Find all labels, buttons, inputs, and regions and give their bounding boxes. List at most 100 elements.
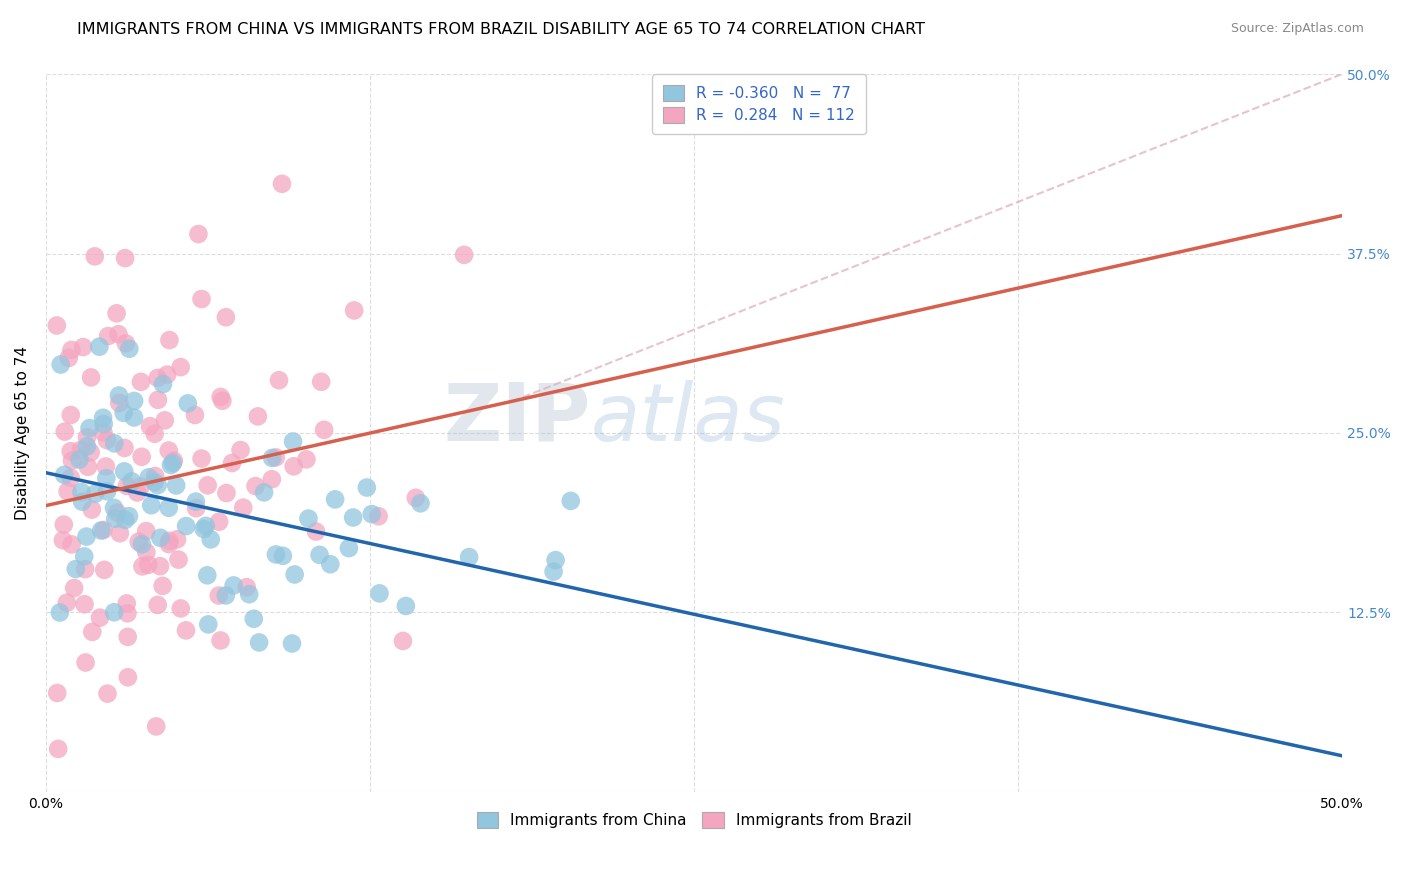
Point xyxy=(76,439,98,453)
Point xyxy=(356,481,378,495)
Point xyxy=(200,533,222,547)
Point xyxy=(93,563,115,577)
Point xyxy=(342,510,364,524)
Point xyxy=(146,371,169,385)
Point xyxy=(82,624,104,639)
Point xyxy=(70,494,93,508)
Point xyxy=(284,567,307,582)
Point xyxy=(337,541,360,555)
Point xyxy=(194,519,217,533)
Point xyxy=(544,553,567,567)
Point xyxy=(131,450,153,464)
Point xyxy=(208,589,231,603)
Point xyxy=(156,368,179,382)
Point xyxy=(96,471,118,485)
Point xyxy=(184,408,207,422)
Point xyxy=(235,580,257,594)
Point xyxy=(186,501,208,516)
Point xyxy=(159,333,181,347)
Point xyxy=(174,624,197,638)
Point xyxy=(107,327,129,342)
Point xyxy=(184,494,207,508)
Point xyxy=(93,425,115,440)
Point xyxy=(117,630,139,644)
Point xyxy=(76,430,98,444)
Point xyxy=(108,396,131,410)
Point xyxy=(360,507,382,521)
Point xyxy=(108,526,131,541)
Point xyxy=(53,425,76,439)
Point xyxy=(49,358,72,372)
Point xyxy=(392,634,415,648)
Point xyxy=(157,533,180,548)
Point xyxy=(105,506,128,520)
Point xyxy=(163,454,186,468)
Point xyxy=(122,410,145,425)
Point xyxy=(93,417,115,431)
Point xyxy=(146,478,169,492)
Point xyxy=(118,342,141,356)
Point xyxy=(197,478,219,492)
Point xyxy=(157,500,180,515)
Point xyxy=(115,479,138,493)
Point xyxy=(458,550,481,565)
Point xyxy=(103,605,125,619)
Point xyxy=(190,292,212,306)
Point xyxy=(49,606,72,620)
Point xyxy=(209,633,232,648)
Point xyxy=(281,636,304,650)
Point xyxy=(114,336,136,351)
Point xyxy=(121,475,143,489)
Point xyxy=(170,601,193,615)
Point xyxy=(84,487,107,501)
Point xyxy=(45,318,67,333)
Point xyxy=(197,617,219,632)
Point xyxy=(83,249,105,263)
Point xyxy=(114,251,136,265)
Point xyxy=(80,502,103,516)
Point xyxy=(215,310,238,325)
Point xyxy=(169,360,191,375)
Point xyxy=(115,597,138,611)
Point xyxy=(319,558,342,572)
Point xyxy=(165,478,187,492)
Point xyxy=(209,390,232,404)
Text: Source: ZipAtlas.com: Source: ZipAtlas.com xyxy=(1230,22,1364,36)
Point xyxy=(104,512,127,526)
Point xyxy=(215,589,238,603)
Point xyxy=(63,581,86,595)
Point xyxy=(52,517,75,532)
Point xyxy=(96,687,118,701)
Point xyxy=(80,370,103,384)
Point xyxy=(112,406,135,420)
Point xyxy=(114,441,136,455)
Point xyxy=(297,511,319,525)
Point xyxy=(46,742,69,756)
Point xyxy=(238,587,260,601)
Point xyxy=(60,537,83,551)
Point xyxy=(560,494,582,508)
Point xyxy=(157,537,180,551)
Point xyxy=(271,177,294,191)
Point xyxy=(70,485,93,500)
Point xyxy=(222,578,245,592)
Point xyxy=(543,565,565,579)
Point xyxy=(157,443,180,458)
Point xyxy=(114,513,136,527)
Point xyxy=(167,552,190,566)
Point xyxy=(108,388,131,402)
Point xyxy=(405,491,427,505)
Point xyxy=(343,303,366,318)
Point xyxy=(149,531,172,545)
Point xyxy=(309,375,332,389)
Point xyxy=(136,558,159,572)
Point xyxy=(59,444,82,458)
Point xyxy=(149,559,172,574)
Point xyxy=(187,227,209,241)
Y-axis label: Disability Age 65 to 74: Disability Age 65 to 74 xyxy=(15,346,30,520)
Point xyxy=(77,459,100,474)
Point xyxy=(103,500,125,515)
Point xyxy=(129,479,152,493)
Point xyxy=(69,442,91,457)
Point xyxy=(138,470,160,484)
